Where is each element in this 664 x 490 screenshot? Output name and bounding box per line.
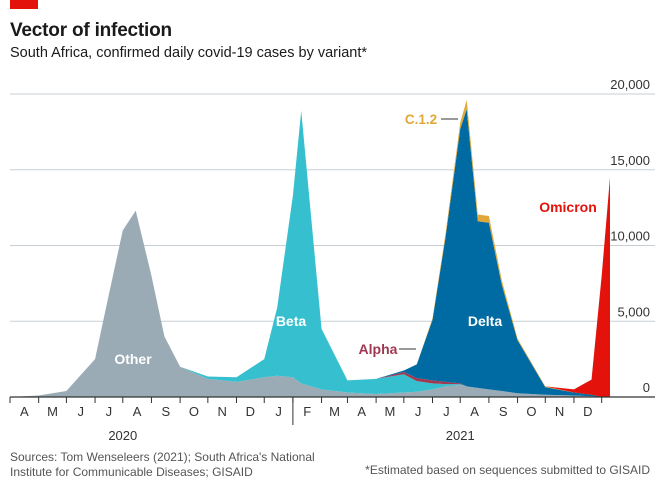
x-tick-label: J xyxy=(415,404,422,419)
y-tick-label: 15,000 xyxy=(610,153,650,168)
year-label: 2021 xyxy=(446,428,475,443)
x-tick-label: A xyxy=(470,404,479,419)
x-tick-label: J xyxy=(275,404,282,419)
sources-note: Sources: Tom Wenseleers (2021); South Af… xyxy=(10,450,315,479)
label-alpha: Alpha xyxy=(359,341,398,357)
x-tick-label: A xyxy=(133,404,142,419)
x-tick-label: O xyxy=(526,404,536,419)
x-tick-label: J xyxy=(106,404,113,419)
y-tick-label: 20,000 xyxy=(610,77,650,92)
series-area-other xyxy=(10,210,610,397)
chart-subtitle: South Africa, confirmed daily covid-19 c… xyxy=(10,45,368,61)
brand-bar xyxy=(10,0,38,9)
x-tick-label: M xyxy=(329,404,340,419)
x-tick-label: J xyxy=(443,404,450,419)
label-omicron: Omicron xyxy=(539,199,597,215)
label-c-1-2: C.1.2 xyxy=(405,112,437,127)
x-tick-label: S xyxy=(499,404,508,419)
x-tick-label: J xyxy=(77,404,84,419)
x-tick-label: S xyxy=(161,404,170,419)
chart-title: Vector of infection xyxy=(10,20,172,41)
x-tick-label: F xyxy=(303,404,311,419)
year-label: 2020 xyxy=(108,428,137,443)
series-area-beta xyxy=(10,110,610,397)
x-tick-label: M xyxy=(385,404,396,419)
x-tick-label: D xyxy=(583,404,592,419)
label-other: Other xyxy=(114,351,152,367)
x-tick-label: N xyxy=(555,404,564,419)
label-delta: Delta xyxy=(468,313,502,329)
footnote: *Estimated based on sequences submitted … xyxy=(365,463,650,477)
series-area-delta xyxy=(10,109,610,398)
label-beta: Beta xyxy=(276,313,307,329)
x-tick-label: D xyxy=(246,404,255,419)
x-tick-label: O xyxy=(189,404,199,419)
y-tick-label: 5,000 xyxy=(617,304,650,319)
x-tick-label: N xyxy=(217,404,226,419)
x-tick-label: A xyxy=(357,404,366,419)
x-tick-label: M xyxy=(47,404,58,419)
y-tick-label: 10,000 xyxy=(610,229,650,244)
x-tick-label: A xyxy=(20,404,29,419)
y-tick-label: 0 xyxy=(643,380,650,395)
